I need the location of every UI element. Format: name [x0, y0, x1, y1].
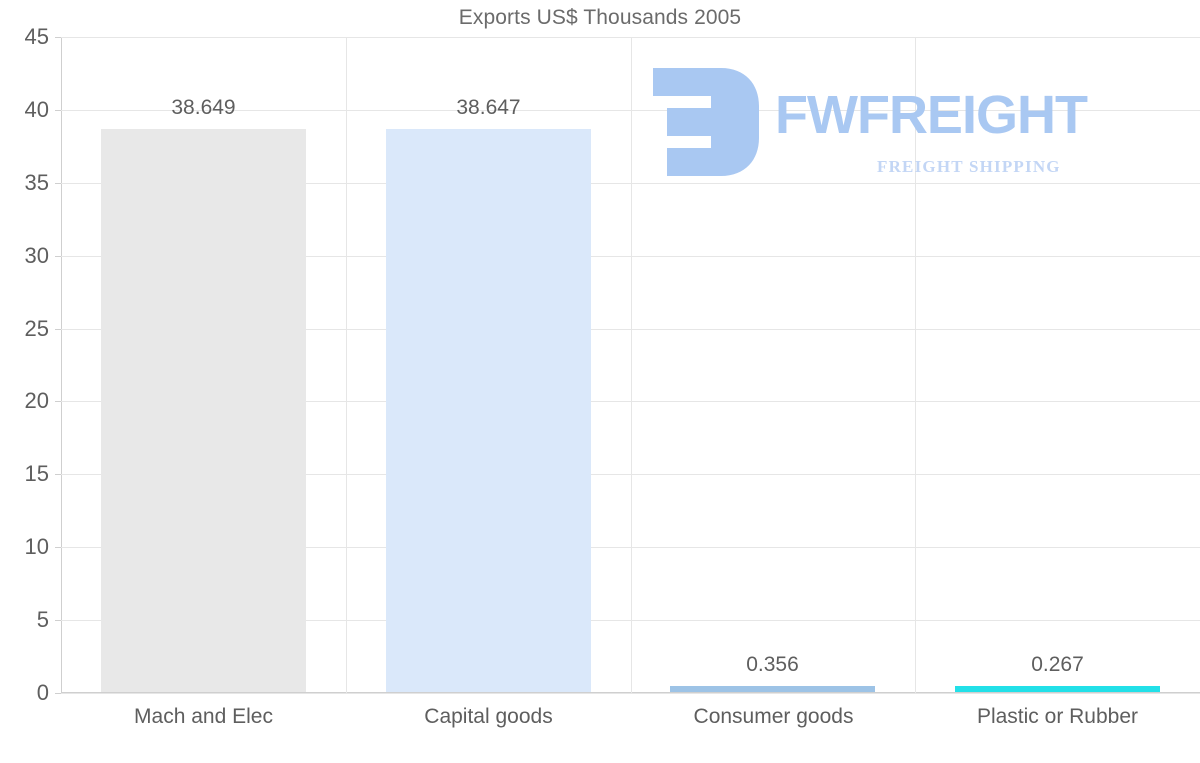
- gridline-vertical: [631, 37, 632, 693]
- y-tick-label: 20: [24, 388, 49, 413]
- gridline-horizontal: [61, 37, 1200, 38]
- bar-value-label: 0.356: [746, 653, 799, 676]
- x-axis-line: [61, 692, 1200, 693]
- gridline-horizontal: [61, 329, 1200, 330]
- y-tick-mark: [55, 620, 61, 621]
- gridline-horizontal: [61, 401, 1200, 402]
- gridline-vertical: [346, 37, 347, 693]
- y-tick-label: 0: [36, 680, 49, 705]
- y-tick-mark: [55, 37, 61, 38]
- bar[interactable]: [955, 686, 1160, 692]
- y-axis-line: [61, 37, 62, 694]
- gridline-horizontal: [61, 693, 1200, 694]
- y-tick-mark: [55, 110, 61, 111]
- y-tick-mark: [55, 547, 61, 548]
- bar[interactable]: [670, 686, 875, 692]
- gridline-horizontal: [61, 110, 1200, 111]
- y-tick-label: 45: [24, 24, 49, 49]
- gridline-horizontal: [61, 620, 1200, 621]
- bar-value-label: 0.267: [1031, 653, 1084, 676]
- y-tick-label: 35: [24, 170, 49, 195]
- y-tick-label: 5: [36, 607, 49, 632]
- gridline-horizontal: [61, 183, 1200, 184]
- y-tick-label: 40: [24, 97, 49, 122]
- y-tick-label: 30: [24, 243, 49, 268]
- y-tick-mark: [55, 693, 61, 694]
- y-tick-mark: [55, 474, 61, 475]
- gridline-horizontal: [61, 474, 1200, 475]
- y-tick-label: 15: [24, 461, 49, 486]
- y-axis-labels: 0 5 10 15 20 25 30 35 40 45: [0, 26, 49, 704]
- y-tick-label: 25: [24, 316, 49, 341]
- bar-value-label: 38.647: [456, 96, 521, 119]
- bar-value-label: 38.649: [171, 96, 236, 119]
- chart-title: Exports US$ Thousands 2005: [458, 6, 742, 29]
- y-tick-mark: [55, 329, 61, 330]
- x-tick-label: Consumer goods: [693, 705, 854, 728]
- gridline-horizontal: [61, 547, 1200, 548]
- y-tick-mark: [55, 183, 61, 184]
- plot-area: [55, 37, 1200, 694]
- y-tick-label: 10: [24, 534, 49, 559]
- x-tick-label: Plastic or Rubber: [976, 705, 1139, 728]
- y-tick-mark: [55, 256, 61, 257]
- y-tick-mark: [55, 401, 61, 402]
- gridline-vertical: [915, 37, 916, 693]
- bar[interactable]: [386, 129, 591, 692]
- bar[interactable]: [101, 129, 306, 692]
- gridline-horizontal: [61, 256, 1200, 257]
- x-tick-label: Mach and Elec: [134, 705, 273, 728]
- x-tick-label: Capital goods: [424, 705, 553, 728]
